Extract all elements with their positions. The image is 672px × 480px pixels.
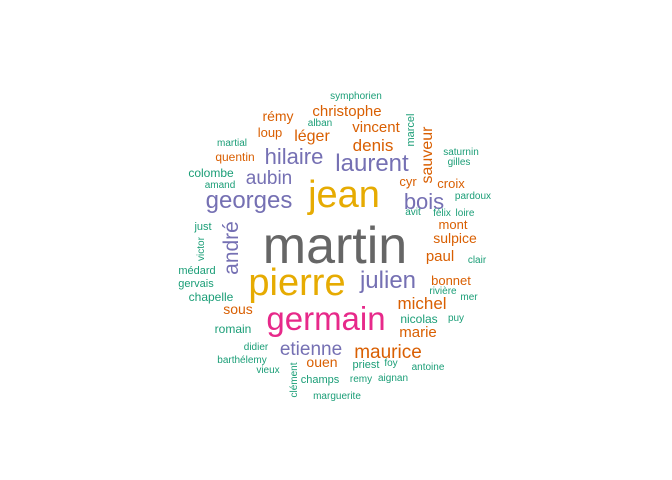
word-amand: amand (205, 180, 236, 191)
word-foy: foy (384, 358, 397, 369)
word-gilles: gilles (448, 157, 471, 168)
word-martin: martin (263, 217, 407, 275)
word-hilaire: hilaire (265, 144, 324, 169)
word-chapelle: chapelle (189, 290, 234, 304)
word-léger: léger (294, 128, 330, 145)
word-mer: mer (460, 292, 478, 303)
word-avit: avit (405, 207, 421, 218)
word-denis: denis (353, 136, 394, 155)
word-antoine: antoine (412, 362, 445, 373)
word-aubin: aubin (246, 168, 293, 189)
word-loup: loup (258, 125, 283, 140)
word-didier: didier (244, 342, 269, 353)
word-germain: germain (266, 300, 385, 337)
word-pierre: pierre (248, 262, 345, 304)
word-alban: alban (308, 118, 332, 129)
word-priest: priest (353, 359, 380, 371)
word-sous: sous (223, 301, 253, 317)
word-vincent: vincent (352, 119, 400, 136)
word-gervais: gervais (178, 278, 214, 290)
word-michel: michel (397, 294, 446, 313)
word-jean: jean (307, 174, 380, 216)
word-saturnin: saturnin (443, 147, 479, 158)
word-paul: paul (426, 248, 454, 265)
word-symphorien: symphorien (330, 91, 382, 102)
word-marie: marie (399, 324, 437, 341)
word-aignan: aignan (378, 373, 408, 384)
word-loire: loire (456, 208, 475, 219)
word-julien: julien (359, 267, 416, 294)
word-ouen: ouen (306, 354, 337, 370)
word-bois: bois (404, 189, 444, 214)
word-clair: clair (468, 255, 487, 266)
word-puy: puy (448, 313, 464, 324)
word-cyr: cyr (399, 174, 417, 189)
word-croix: croix (437, 176, 465, 191)
word-marguerite: marguerite (313, 391, 361, 402)
word-laurent: laurent (335, 150, 409, 177)
word-just: just (193, 221, 211, 233)
word-barthélemy: barthélemy (217, 355, 266, 366)
word-champs: champs (301, 374, 340, 386)
word-pardoux: pardoux (455, 191, 491, 202)
word-rémy: rémy (262, 108, 293, 124)
word-colombe: colombe (188, 166, 234, 180)
word-vieux: vieux (256, 365, 279, 376)
word-sulpice: sulpice (433, 230, 477, 246)
word-quentin: quentin (215, 150, 254, 164)
word-sauveur: sauveur (419, 126, 436, 184)
word-andré: andré (220, 221, 243, 275)
word-victor: victor (196, 236, 207, 261)
word-bonnet: bonnet (431, 273, 471, 288)
word-médard: médard (178, 265, 215, 277)
word-clément: clément (289, 362, 300, 397)
word-mont: mont (439, 217, 468, 232)
word-etienne: etienne (280, 339, 342, 360)
word-christophe: christophe (312, 103, 381, 120)
word-martial: martial (217, 138, 247, 149)
word-rivière: rivière (429, 286, 457, 297)
word-maurice: maurice (354, 342, 422, 363)
word-félix: félix (433, 208, 451, 219)
word-romain: romain (215, 322, 252, 336)
word-remy: remy (350, 374, 372, 385)
word-georges: georges (206, 187, 293, 214)
word-nicolas: nicolas (400, 312, 437, 326)
word-marcel: marcel (405, 113, 417, 146)
